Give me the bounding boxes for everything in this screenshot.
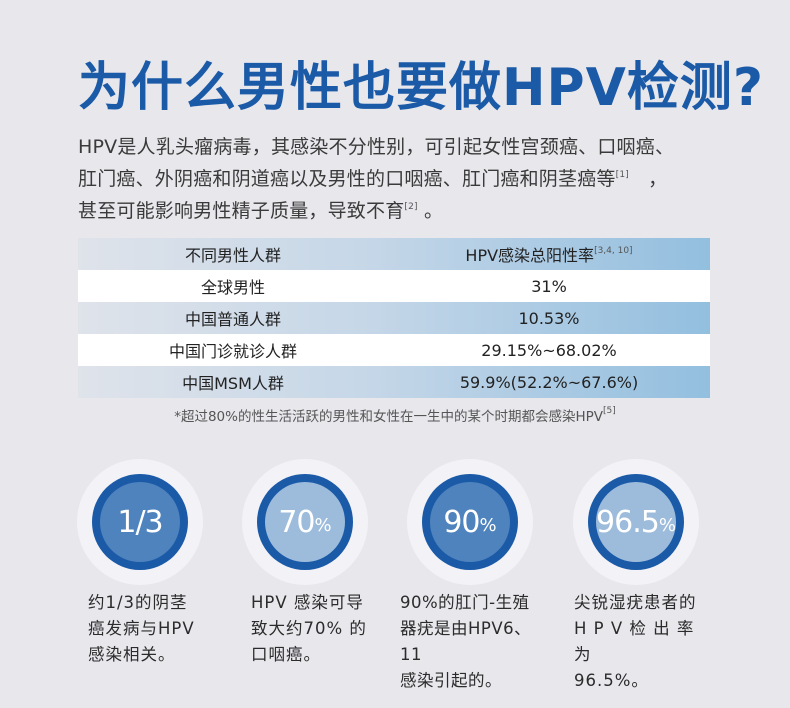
desc-line: H P V 检 出 率 为 [574,619,695,664]
header-rate: HPV感染总阳性率[3,4, 10] [388,242,710,266]
stat-number: 1/3 [117,504,163,540]
page-title: 为什么男性也要做HPV检测? [78,58,765,118]
desc-line: 致大约70% 的 [251,619,367,638]
cell-rate: 59.9%(52.2%~67.6%) [459,372,639,392]
citation-ref: [5] [603,406,616,416]
intro-line-2-tail: ， [628,168,668,190]
stat-number: 96.5 [596,504,660,540]
citation-ref: [3,4, 10] [594,246,633,256]
circle-ring: 96.5% [588,474,684,570]
hpv-rate-table: 不同男性人群 HPV感染总阳性率[3,4, 10] 全球男性 31% 中国普通人… [78,238,710,398]
stat-description-4: 尖锐湿疣患者的 H P V 检 出 率 为 96.5%。 [574,590,714,694]
stat-circle-2: 70% [242,459,368,585]
header-rate-text: HPV感染总阳性率 [465,246,595,265]
table-row: 中国普通人群 10.53% [78,302,710,334]
desc-line: 癌发病与HPV [88,619,195,638]
table-row: 全球男性 31% [78,270,710,302]
cell-rate: 10.53% [518,308,580,328]
stat-circle-4: 96.5% [573,459,699,585]
stat-number: 90 [443,504,480,540]
desc-line: HPV 感染可导 [251,593,364,612]
stat-number: 70 [278,504,315,540]
table-row: 中国门诊就诊人群 29.15%~68.02% [78,334,710,366]
stat-description-1: 约1/3的阴茎 癌发病与HPV 感染相关。 [88,590,218,668]
stat-circle-1: 1/3 [77,459,203,585]
cell-group: 全球男性 [200,278,265,297]
stat-value: 70% [265,482,345,562]
stat-circle-3: 90% [407,459,533,585]
desc-line: 尖锐湿疣患者的 [574,593,697,612]
intro-line-2: 肛门癌、外阴癌和阴道癌以及男性的口咽癌、肛门癌和阴茎癌等[1] ， [78,161,728,193]
intro-line-3: 甚至可能影响男性精子质量，导致不育[2] 。 [78,193,728,225]
desc-line: 96.5%。 [574,671,649,690]
stat-value: 1/3 [100,482,180,562]
desc-line: 90%的肛门-生殖 [400,593,530,612]
stat-value: 90% [430,482,510,562]
cell-rate: 31% [531,276,567,296]
table-header-row: 不同男性人群 HPV感染总阳性率[3,4, 10] [78,238,710,270]
stat-description-3: 90%的肛门-生殖 器疣是由HPV6、11 感染引起的。 [400,590,550,694]
desc-line: 感染相关。 [88,645,176,664]
intro-line-3-tail: 。 [417,200,444,222]
cell-group: 中国MSM人群 [182,374,284,393]
desc-line: 约1/3的阴茎 [88,593,188,612]
desc-line: 感染引起的。 [400,671,502,690]
citation-ref: [1] [615,170,629,180]
stat-value: 96.5% [596,482,676,562]
circle-ring: 1/3 [92,474,188,570]
intro-line-3-text: 甚至可能影响男性精子质量，导致不育 [78,200,405,222]
header-group: 不同男性人群 [184,246,281,265]
stat-description-2: HPV 感染可导 致大约70% 的 口咽癌。 [251,590,381,668]
intro-line-2-text: 肛门癌、外阴癌和阴道癌以及男性的口咽癌、肛门癌和阴茎癌等 [78,168,616,190]
footnote-text: *超过80%的性生活活跃的男性和女性在一生中的某个时期都会感染HPV [174,409,604,425]
stat-unit: % [314,514,332,536]
cell-group: 中国门诊就诊人群 [168,342,297,361]
cell-rate: 29.15%~68.02% [481,340,617,360]
desc-line: 口咽癌。 [251,645,321,664]
table-row: 中国MSM人群 59.9%(52.2%~67.6%) [78,366,710,398]
footnote: *超过80%的性生活活跃的男性和女性在一生中的某个时期都会感染HPV[5] [0,405,790,425]
stat-unit: % [658,514,676,536]
cell-group: 中国普通人群 [184,310,281,329]
circle-ring: 90% [422,474,518,570]
desc-line: 器疣是由HPV6、11 [400,619,532,664]
circle-ring: 70% [257,474,353,570]
stat-unit: % [479,514,497,536]
citation-ref: [2] [404,202,418,212]
intro-line-1: HPV是人乳头瘤病毒，其感染不分性别，可引起女性宫颈癌、口咽癌、 [78,136,675,158]
intro-paragraph: HPV是人乳头瘤病毒，其感染不分性别，可引起女性宫颈癌、口咽癌、 肛门癌、外阴癌… [78,133,728,225]
